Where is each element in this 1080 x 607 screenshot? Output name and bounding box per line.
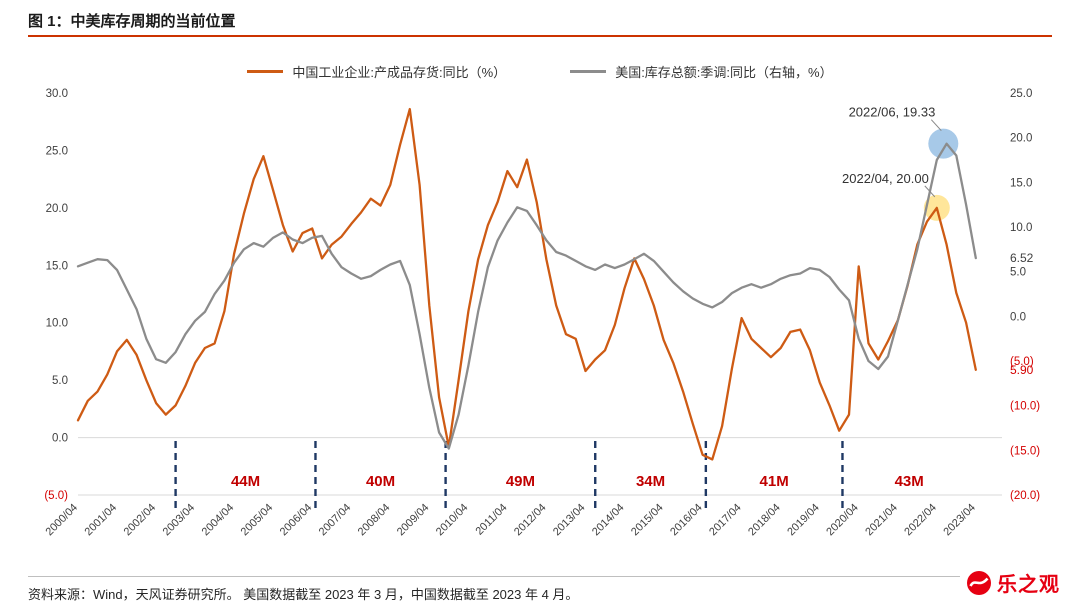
annotation-connector [924, 185, 936, 198]
x-axis-tick: 2001/04 [83, 502, 120, 539]
x-axis-tick: 2017/04 [707, 502, 744, 539]
series-line-china [76, 107, 977, 461]
title-rule [28, 35, 1052, 37]
right-axis-tick: (10.0) [1010, 401, 1040, 413]
x-axis-tick: 2012/04 [512, 502, 549, 539]
cycle-length-label: 40M [366, 473, 395, 490]
right-axis-tick: 10.0 [1010, 222, 1032, 234]
legend-item-us: 美国:库存总额:季调:同比（右轴，%） [570, 62, 833, 81]
x-axis-tick: 2006/04 [278, 502, 315, 539]
watermark: 乐之观 [960, 566, 1066, 599]
x-axis-tick: 2015/04 [629, 502, 666, 539]
right-axis-tick: 15.0 [1010, 177, 1032, 189]
cycle-length-label: 34M [636, 473, 665, 490]
x-axis-tick: 2023/04 [941, 502, 978, 539]
cycle-length-label: 44M [231, 473, 260, 490]
footer-rule [28, 576, 1052, 577]
x-axis-tick: 2016/04 [668, 502, 705, 539]
left-axis-tick: 15.0 [46, 260, 68, 272]
cycle-length-label: 43M [895, 473, 924, 490]
x-axis-tick: 2013/04 [551, 502, 588, 539]
annotation-connector [930, 119, 942, 131]
series-end-label: 5.90 [1010, 363, 1034, 377]
legend-label-us: 美国:库存总额:季调:同比（右轴，%） [615, 65, 833, 80]
x-axis-tick: 2019/04 [785, 502, 822, 539]
legend-swatch-us [570, 70, 607, 73]
x-axis-tick: 2021/04 [863, 502, 900, 539]
source-note: 资料来源：Wind，天风证券研究所。 美国数据截至 2023 年 3 月，中国数… [28, 587, 579, 602]
cycle-length-label: 49M [506, 473, 535, 490]
x-axis-tick: 2011/04 [473, 502, 509, 538]
left-axis-tick: (5.0) [44, 490, 68, 502]
right-axis-tick: 0.0 [1010, 311, 1026, 323]
annotation-label: 2022/06, 19.33 [849, 105, 936, 120]
page-title: 图 1：中美库存周期的当前位置 [28, 13, 236, 30]
right-axis-tick: 20.0 [1010, 133, 1032, 145]
chart-canvas: 30.0 25.0 20.0 15.0 10.0 5.0 0.0 (5.0) 25.0 20.0 1… [44, 88, 1041, 539]
chart-legend: 中国工业企业:产成品存货:同比（%） 美国:库存总额:季调:同比（右轴，%） [0, 62, 1080, 81]
x-axis-tick: 2022/04 [902, 502, 939, 539]
chart-area: 30.0 25.0 20.0 15.0 10.0 5.0 0.0 (5.0) 25.0 20.0 1… [0, 83, 1080, 573]
x-axis-tick: 2000/04 [44, 502, 81, 539]
legend-item-china: 中国工业企业:产成品存货:同比（%） [247, 62, 506, 81]
left-axis-tick: 10.0 [46, 318, 68, 330]
series-end-label: 6.52 [1010, 251, 1034, 265]
series-line-us [76, 142, 977, 450]
x-axis-tick: 2002/04 [122, 502, 159, 539]
left-axis-tick: 20.0 [46, 203, 68, 215]
x-axis-tick: 2007/04 [317, 502, 354, 539]
x-axis-tick: 2018/04 [746, 502, 783, 539]
watermark-text: 乐之观 [997, 574, 1060, 596]
x-axis-tick: 2004/04 [200, 502, 237, 539]
watermark-logo-icon [967, 570, 991, 595]
left-axis-tick: 25.0 [46, 145, 68, 157]
right-axis-tick: (15.0) [1010, 445, 1040, 457]
right-axis-tick: (5.0) [1010, 356, 1034, 368]
left-axis-tick: 0.0 [52, 433, 68, 445]
annotation-circle [928, 128, 959, 159]
right-axis-tick: (20.0) [1010, 490, 1040, 502]
x-axis-tick: 2010/04 [434, 502, 471, 539]
right-axis-tick: 25.0 [1010, 88, 1032, 100]
x-axis-tick: 2005/04 [239, 502, 276, 539]
x-axis-tick: 2009/04 [395, 502, 432, 539]
left-axis-tick: 5.0 [52, 375, 68, 387]
x-axis-tick: 2008/04 [356, 502, 393, 539]
annotation-label: 2022/04, 20.00 [842, 171, 929, 186]
legend-label-china: 中国工业企业:产成品存货:同比（%） [292, 65, 507, 80]
legend-swatch-china [247, 70, 284, 73]
right-axis-tick: 5.0 [1010, 267, 1026, 279]
cycle-length-label: 41M [760, 473, 789, 490]
x-axis-tick: 2003/04 [161, 502, 198, 539]
left-axis-tick: 30.0 [46, 88, 68, 100]
